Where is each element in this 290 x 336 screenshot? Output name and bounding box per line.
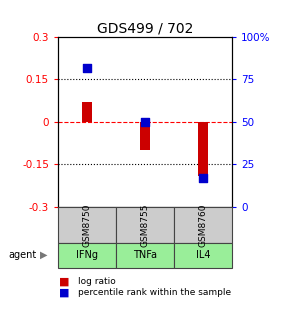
Text: IFNg: IFNg xyxy=(76,250,98,260)
Point xyxy=(143,119,147,124)
Point xyxy=(201,175,205,180)
Text: ▶: ▶ xyxy=(40,250,47,260)
Bar xyxy=(140,122,150,150)
Title: GDS499 / 702: GDS499 / 702 xyxy=(97,22,193,36)
Text: GSM8760: GSM8760 xyxy=(198,203,208,247)
Text: IL4: IL4 xyxy=(196,250,210,260)
Text: TNFa: TNFa xyxy=(133,250,157,260)
Text: agent: agent xyxy=(9,250,37,260)
Bar xyxy=(198,122,208,175)
Text: ■: ■ xyxy=(59,276,70,286)
Point xyxy=(85,65,89,70)
Text: ■: ■ xyxy=(59,288,70,298)
Text: percentile rank within the sample: percentile rank within the sample xyxy=(78,289,231,297)
Bar xyxy=(82,102,92,122)
Text: GSM8750: GSM8750 xyxy=(82,203,92,247)
Text: GSM8755: GSM8755 xyxy=(140,203,150,247)
Text: log ratio: log ratio xyxy=(78,277,116,286)
